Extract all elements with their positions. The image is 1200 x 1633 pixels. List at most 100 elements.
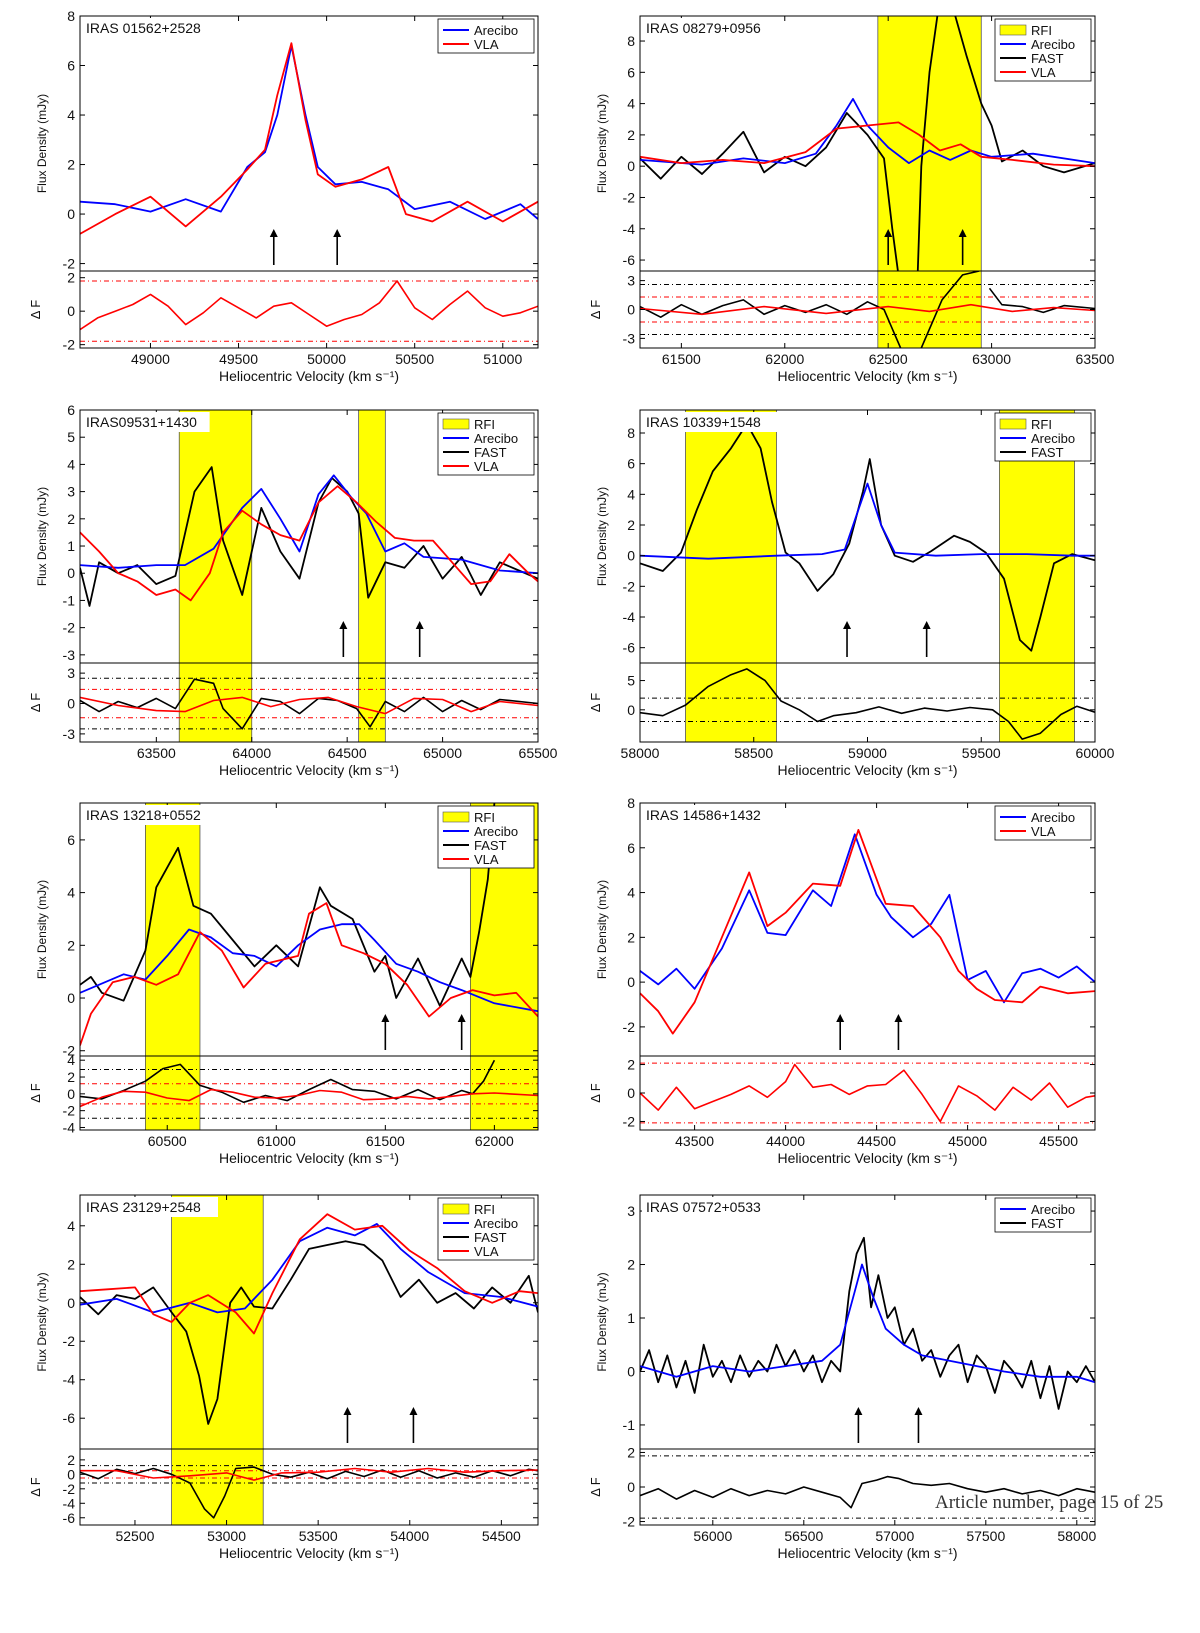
y-tick-label: 6	[627, 456, 635, 472]
resid-y-tick-label: -2	[63, 337, 76, 353]
x-axis-label: Heliocentric Velocity (km s⁻¹)	[777, 368, 957, 384]
x-tick-label: 44000	[766, 1133, 805, 1149]
residual-axis-label: Δ F	[588, 1477, 603, 1497]
series-line-vla	[80, 902, 538, 1046]
y-tick-label: -4	[63, 1372, 76, 1388]
x-tick-label: 57500	[966, 1528, 1005, 1544]
x-tick-label: 63000	[972, 351, 1011, 367]
legend-swatch-rfi	[442, 418, 470, 430]
y-tick-label: -2	[63, 1333, 76, 1349]
chart-panel: -1 0 1 2 3 -2 0 2 56000 56500 57000 57500 58000 Helio…	[588, 1194, 1096, 1561]
x-axis-label: Heliocentric Velocity (km s⁻¹)	[219, 1150, 399, 1166]
y-tick-label: 2	[67, 157, 75, 173]
series-line-fast	[640, 422, 1095, 652]
plot-frame	[79, 15, 539, 349]
y-axis-label: Flux Density (mJy)	[595, 487, 609, 586]
x-tick-label: 53000	[207, 1528, 246, 1544]
legend-label: FAST	[474, 445, 507, 460]
legend-label: RFI	[1031, 23, 1052, 38]
x-tick-label: 54000	[390, 1528, 429, 1544]
y-axis-label: Flux Density (mJy)	[35, 1272, 49, 1371]
residual-line-vla	[80, 1088, 538, 1108]
title-box	[642, 412, 778, 432]
y-tick-label: 5	[67, 429, 75, 445]
x-tick-label: 62000	[765, 351, 804, 367]
x-tick-label: 59500	[962, 745, 1001, 761]
y-tick-label: 6	[67, 402, 75, 418]
rfi-band	[358, 409, 386, 743]
legend-label: VLA	[1031, 65, 1056, 80]
x-tick-label: 65000	[423, 745, 462, 761]
residual-line-vla	[80, 696, 538, 715]
velocity-arrow-head	[854, 1407, 863, 1415]
velocity-arrow-head	[894, 1014, 903, 1022]
y-tick-label: 3	[627, 1203, 635, 1219]
resid-y-tick-label: 5	[627, 673, 635, 689]
series-line-arecibo	[80, 44, 538, 220]
y-tick-label: 0	[627, 974, 635, 990]
y-tick-label: 2	[67, 1256, 75, 1272]
resid-y-tick-label: 0	[627, 702, 635, 718]
rfi-band	[178, 409, 253, 743]
y-tick-label: -6	[63, 1410, 76, 1426]
x-tick-label: 54500	[482, 1528, 521, 1544]
y-tick-label: 4	[67, 107, 75, 123]
legend-label: FAST	[474, 838, 507, 853]
title-box	[82, 805, 218, 825]
plot-frame	[79, 802, 539, 1131]
y-tick-label: -4	[623, 609, 636, 625]
x-tick-label: 60000	[1076, 745, 1115, 761]
legend-label: VLA	[474, 1244, 499, 1259]
chart-title: IRAS 01562+2528	[86, 20, 201, 36]
y-tick-label: -2	[63, 1043, 76, 1059]
x-tick-label: 61500	[366, 1133, 405, 1149]
residual-line-vla	[640, 1063, 1095, 1123]
velocity-arrow-head	[922, 621, 931, 629]
y-tick-label: 4	[627, 96, 635, 112]
x-tick-label: 65500	[519, 745, 558, 761]
y-tick-label: 6	[67, 832, 75, 848]
x-tick-label: 60500	[148, 1133, 187, 1149]
legend-label: RFI	[474, 417, 495, 432]
title-box	[642, 805, 778, 825]
velocity-arrow-head	[836, 1014, 845, 1022]
velocity-arrow-head	[843, 621, 852, 629]
legend-label: FAST	[1031, 1216, 1064, 1231]
x-axis-label: Heliocentric Velocity (km s⁻¹)	[777, 1545, 957, 1561]
series-line-vla	[80, 42, 538, 235]
legend-label: RFI	[474, 1202, 495, 1217]
residual-line-fast	[80, 1466, 538, 1519]
chart-title: IRAS 07572+0533	[646, 1199, 761, 1215]
resid-y-tick-label: 2	[627, 1444, 635, 1460]
residual-axis-label: Δ F	[588, 1083, 603, 1103]
series-line-arecibo	[640, 833, 1095, 1004]
y-tick-label: 8	[627, 425, 635, 441]
velocity-arrow-head	[269, 229, 278, 237]
y-tick-label: 0	[627, 158, 635, 174]
chart-title: IRAS 23129+2548	[86, 1199, 201, 1215]
y-tick-label: 0	[67, 206, 75, 222]
rfi-band	[145, 802, 201, 1131]
legend-box	[994, 1197, 1092, 1233]
series-line-arecibo	[640, 482, 1095, 560]
residual-axis-label: Δ F	[28, 1477, 43, 1497]
x-tick-label: 57000	[875, 1528, 914, 1544]
legend-swatch-rfi	[999, 24, 1027, 36]
resid-y-tick-label: 2	[67, 1069, 75, 1085]
velocity-arrow-head	[914, 1407, 923, 1415]
title-box	[642, 1197, 778, 1217]
legend-label: Arecibo	[1031, 1202, 1075, 1217]
x-axis-label: Heliocentric Velocity (km s⁻¹)	[777, 1150, 957, 1166]
chart-panel: -2 0 2 4 6 8 -2 0 2 49000 49500 50000 50500 51000 Heli…	[28, 8, 539, 384]
series-line-fast	[640, 1236, 1095, 1410]
chart-title: IRAS 14586+1432	[646, 807, 761, 823]
chart-title: IRAS09531+1430	[86, 414, 197, 430]
x-tick-label: 63500	[1076, 351, 1115, 367]
residual-axis-label: Δ F	[588, 693, 603, 713]
x-tick-label: 62000	[475, 1133, 514, 1149]
title-box	[82, 1197, 218, 1217]
legend-label: RFI	[1031, 417, 1052, 432]
y-tick-label: 2	[67, 937, 75, 953]
